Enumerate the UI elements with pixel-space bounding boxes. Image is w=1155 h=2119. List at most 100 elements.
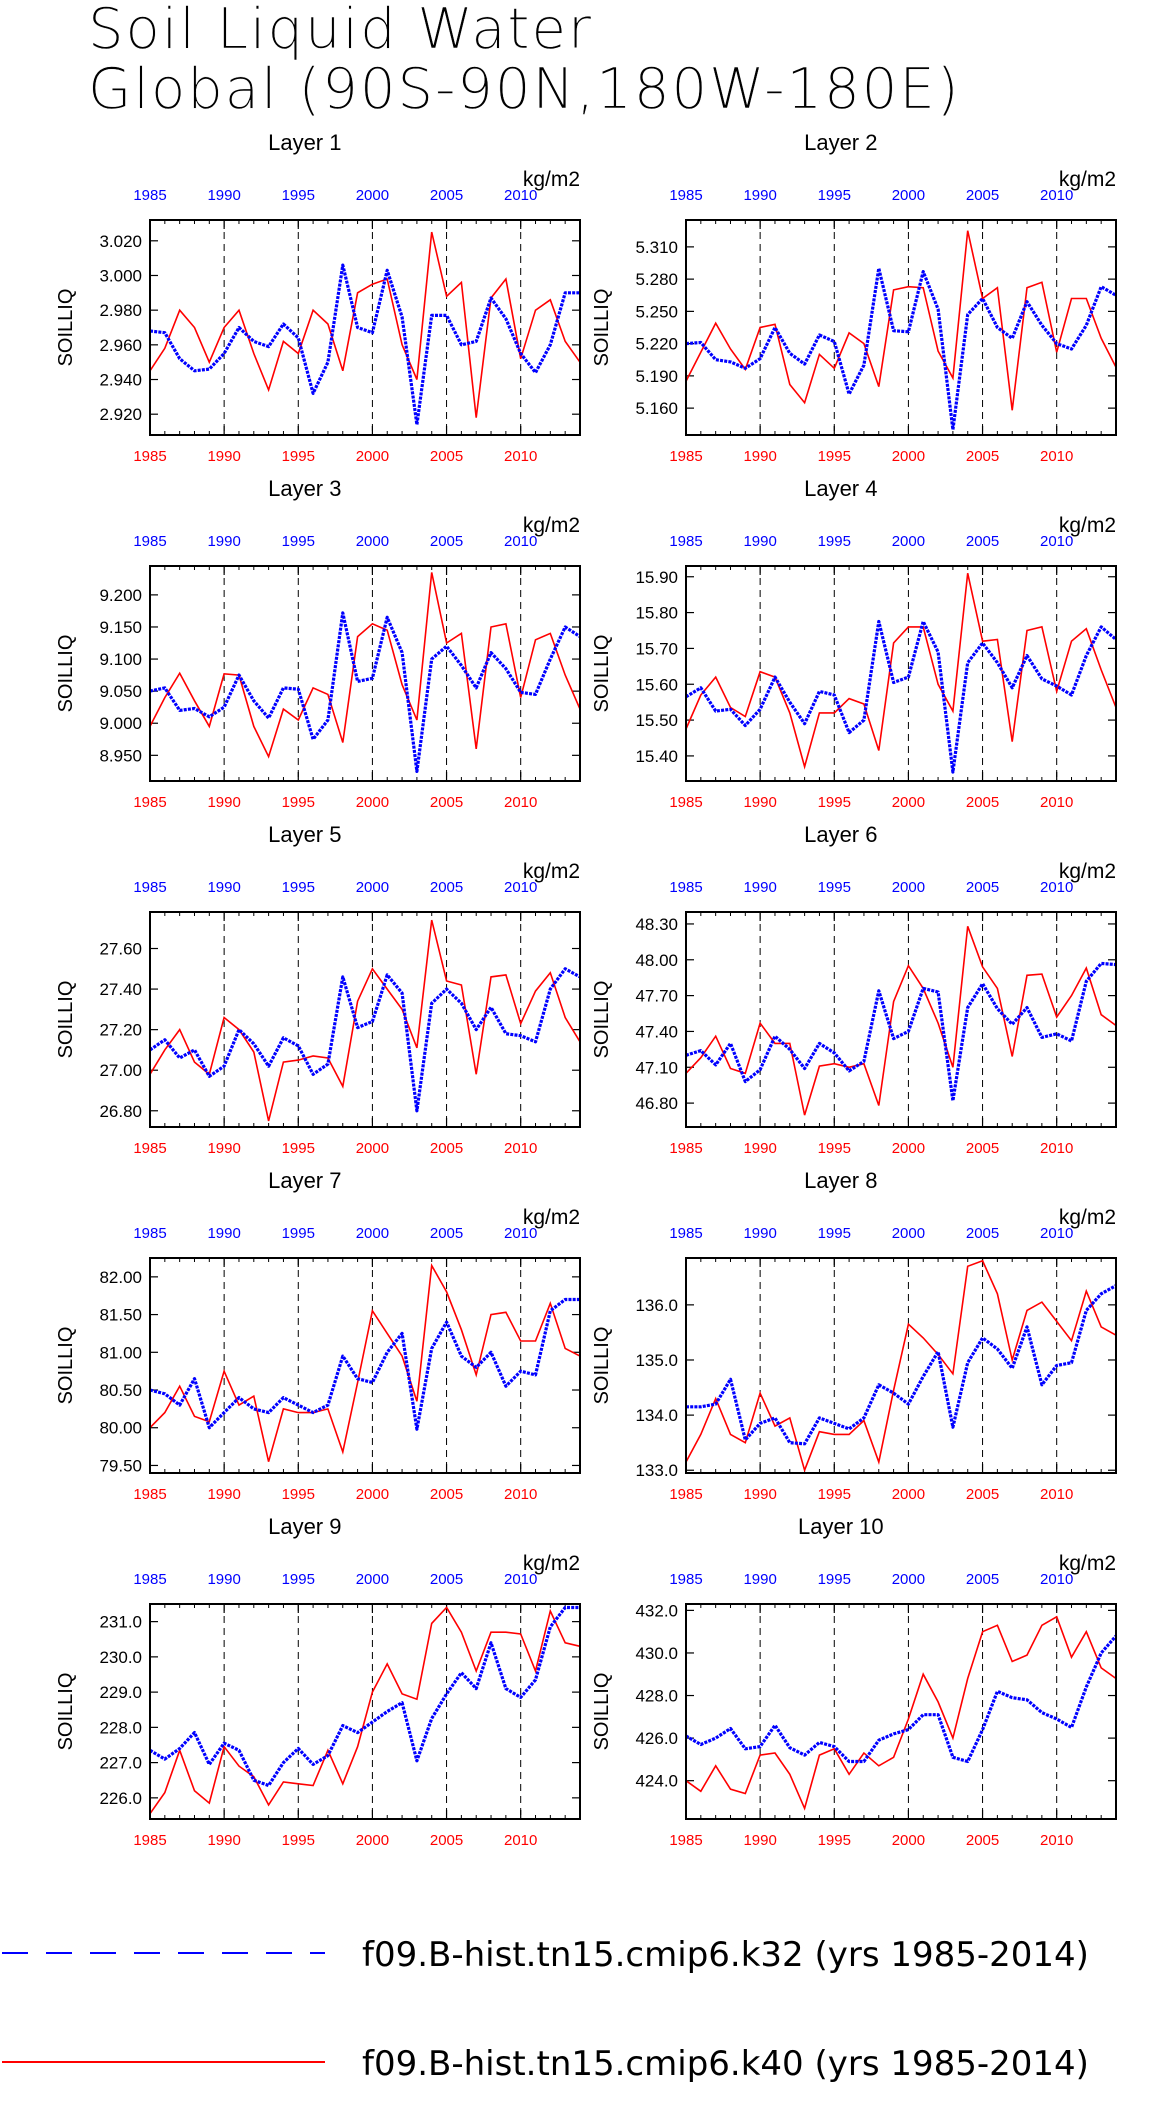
x-tick-label-bottom: 1990	[743, 448, 776, 465]
x-tick-label-top: 1985	[669, 1225, 702, 1242]
x-tick-label-bottom: 1985	[133, 1832, 166, 1849]
y-tick-label: 15.70	[635, 639, 678, 658]
y-axis-label: SOILLIQ	[55, 635, 77, 713]
x-tick-label-top: 2005	[966, 533, 999, 550]
y-tick-label: 228.0	[99, 1718, 142, 1737]
series-line-k40	[685, 1259, 1117, 1473]
x-tick-label-bottom: 1990	[207, 1486, 240, 1503]
y-tick-label: 230.0	[99, 1648, 142, 1667]
x-tick-label-top: 1990	[207, 187, 240, 204]
units-label: kg/m2	[1059, 168, 1116, 191]
y-tick-label: 430.0	[635, 1644, 678, 1663]
y-tick-label: 47.70	[635, 987, 678, 1006]
y-tick-label: 5.220	[635, 335, 678, 354]
y-axis-label: SOILLIQ	[591, 1673, 613, 1751]
x-tick-label-bottom: 2005	[966, 448, 999, 465]
x-tick-label-bottom: 2005	[430, 794, 463, 811]
x-tick-label-top: 2000	[892, 1225, 925, 1242]
x-tick-label-bottom: 2010	[504, 1140, 537, 1157]
x-tick-label-top: 2010	[504, 187, 537, 204]
x-tick-label-top: 1995	[282, 879, 315, 896]
y-tick-label: 432.0	[635, 1601, 678, 1620]
x-tick-label-top: 1990	[743, 1571, 776, 1588]
series-line-k32	[686, 1284, 1117, 1446]
plot-frame	[685, 1603, 1117, 1820]
figure-title: Soil Liquid Water Global (90S-90N,180W-1…	[88, 0, 961, 120]
x-tick-label-top: 2010	[1040, 1225, 1073, 1242]
plot-frame	[685, 911, 1117, 1128]
x-tick-label-bottom: 1990	[743, 1832, 776, 1849]
y-tick-label: 2.980	[99, 301, 142, 320]
y-tick-label: 2.960	[99, 336, 142, 355]
x-tick-label-bottom: 2000	[892, 448, 925, 465]
x-tick-label-top: 2005	[966, 1225, 999, 1242]
figure-title-line-2: Global (90S-90N,180W-180E)	[88, 57, 961, 122]
y-tick-label: 80.00	[99, 1419, 142, 1438]
x-tick-label-top: 2005	[430, 533, 463, 550]
x-tick-label-top: 1990	[207, 533, 240, 550]
x-tick-label-top: 1990	[207, 879, 240, 896]
x-tick-label-top: 2010	[1040, 1571, 1073, 1588]
x-tick-label-bottom: 2000	[892, 1486, 925, 1503]
y-tick-label: 229.0	[99, 1683, 142, 1702]
y-tick-label: 48.30	[635, 915, 678, 934]
x-tick-label-bottom: 1995	[818, 1486, 851, 1503]
plot-frame	[149, 565, 581, 782]
y-tick-label: 2.920	[99, 405, 142, 424]
x-tick-label-bottom: 2005	[430, 448, 463, 465]
series-line-k40	[149, 919, 581, 1122]
series-line-k32	[149, 611, 581, 774]
x-tick-label-top: 2010	[504, 533, 537, 550]
y-tick-label: 82.00	[99, 1268, 142, 1287]
panel-title: Layer 1	[268, 130, 341, 155]
units-label: kg/m2	[523, 168, 580, 191]
x-tick-label-bottom: 1995	[282, 448, 315, 465]
x-tick-label-bottom: 2005	[430, 1832, 463, 1849]
x-tick-label-top: 1995	[818, 879, 851, 896]
x-tick-label-top: 1990	[743, 1225, 776, 1242]
y-tick-label: 15.80	[635, 604, 678, 623]
y-tick-label: 134.0	[635, 1406, 678, 1425]
x-tick-label-top: 2005	[966, 1571, 999, 1588]
units-label: kg/m2	[523, 860, 580, 883]
chart-panel-6: Layer 6 kg/m2 SOILLIQ 1985 1985 1990 1990 1995 1…	[591, 822, 1117, 1157]
x-tick-label-top: 1995	[282, 187, 315, 204]
x-tick-label-top: 2010	[504, 1225, 537, 1242]
x-tick-label-top: 1985	[133, 879, 166, 896]
x-tick-label-bottom: 1985	[669, 794, 702, 811]
y-tick-label: 27.40	[99, 980, 142, 999]
y-tick-label: 46.80	[635, 1094, 678, 1113]
panel-title: Layer 10	[798, 1514, 884, 1539]
series-line-k40	[685, 1615, 1117, 1811]
y-tick-label: 81.50	[99, 1306, 142, 1325]
plot-frame	[685, 219, 1117, 436]
plot-frame	[149, 911, 581, 1128]
x-tick-label-top: 2000	[356, 1571, 389, 1588]
x-tick-label-top: 1985	[133, 1225, 166, 1242]
x-tick-label-bottom: 1985	[133, 448, 166, 465]
x-tick-label-bottom: 1990	[743, 794, 776, 811]
units-label: kg/m2	[1059, 1206, 1116, 1229]
x-tick-label-top: 1990	[743, 879, 776, 896]
panel-title: Layer 6	[804, 822, 877, 847]
y-tick-label: 81.00	[99, 1343, 142, 1362]
x-tick-label-bottom: 1985	[669, 1140, 702, 1157]
x-tick-label-bottom: 2005	[966, 1832, 999, 1849]
y-tick-label: 47.40	[635, 1022, 678, 1041]
series-line-k32	[149, 263, 580, 427]
x-tick-label-top: 1995	[818, 1225, 851, 1242]
units-label: kg/m2	[523, 1552, 580, 1575]
legend-label-k40: f09.B-hist.tn15.cmip6.k40 (yrs 1985-2014…	[362, 2044, 1089, 2084]
x-tick-label-top: 1995	[818, 1571, 851, 1588]
y-tick-label: 136.0	[635, 1296, 678, 1315]
x-tick-label-top: 1985	[133, 1571, 166, 1588]
x-tick-label-bottom: 1990	[207, 1832, 240, 1849]
y-tick-label: 9.100	[99, 650, 142, 669]
x-tick-label-top: 1995	[818, 533, 851, 550]
y-tick-label: 27.60	[99, 940, 142, 959]
units-label: kg/m2	[1059, 1552, 1116, 1575]
y-axis-label: SOILLIQ	[591, 289, 613, 367]
y-axis-label: SOILLIQ	[55, 289, 77, 367]
x-tick-label-bottom: 2005	[430, 1486, 463, 1503]
y-tick-label: 27.20	[99, 1021, 142, 1040]
